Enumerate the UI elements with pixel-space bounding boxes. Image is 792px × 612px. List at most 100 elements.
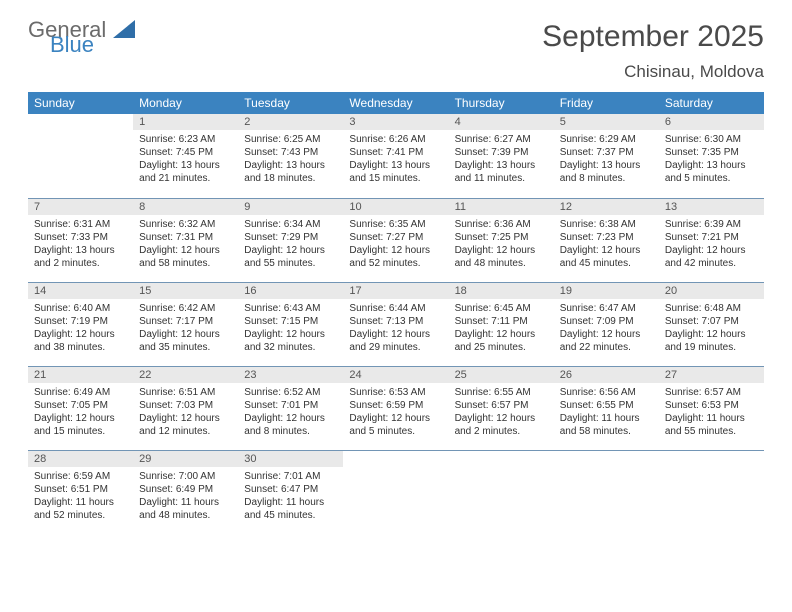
- day-detail-line: Sunset: 6:53 PM: [665, 399, 758, 412]
- day-detail-line: Sunrise: 6:48 AM: [665, 302, 758, 315]
- day-detail-line: Daylight: 11 hours: [139, 496, 232, 509]
- day-detail-line: Sunset: 7:31 PM: [139, 231, 232, 244]
- day-detail-line: Daylight: 11 hours: [665, 412, 758, 425]
- day-number: 14: [28, 283, 133, 299]
- logo-text-blue: Blue: [50, 35, 135, 56]
- day-detail-line: and 35 minutes.: [139, 341, 232, 354]
- day-detail-line: Sunset: 7:39 PM: [455, 146, 548, 159]
- day-detail-line: Daylight: 13 hours: [349, 159, 442, 172]
- day-details: Sunrise: 6:38 AMSunset: 7:23 PMDaylight:…: [554, 215, 659, 274]
- day-details: Sunrise: 6:25 AMSunset: 7:43 PMDaylight:…: [238, 130, 343, 189]
- day-detail-line: Sunset: 6:47 PM: [244, 483, 337, 496]
- day-detail-line: Sunrise: 7:01 AM: [244, 470, 337, 483]
- day-detail-line: and 52 minutes.: [34, 509, 127, 522]
- day-details: Sunrise: 6:35 AMSunset: 7:27 PMDaylight:…: [343, 215, 448, 274]
- day-detail-line: Sunrise: 6:44 AM: [349, 302, 442, 315]
- day-detail-line: Sunrise: 6:26 AM: [349, 133, 442, 146]
- calendar-week-row: 14Sunrise: 6:40 AMSunset: 7:19 PMDayligh…: [28, 282, 764, 366]
- calendar-day-cell: 17Sunrise: 6:44 AMSunset: 7:13 PMDayligh…: [343, 282, 448, 366]
- day-details: Sunrise: 6:36 AMSunset: 7:25 PMDaylight:…: [449, 215, 554, 274]
- day-detail-line: Daylight: 12 hours: [139, 412, 232, 425]
- day-detail-line: and 38 minutes.: [34, 341, 127, 354]
- day-number: 17: [343, 283, 448, 299]
- day-detail-line: and 45 minutes.: [244, 509, 337, 522]
- calendar-day-cell: 15Sunrise: 6:42 AMSunset: 7:17 PMDayligh…: [133, 282, 238, 366]
- day-number: 3: [343, 114, 448, 130]
- day-detail-line: Sunrise: 6:40 AM: [34, 302, 127, 315]
- day-detail-line: Sunset: 7:21 PM: [665, 231, 758, 244]
- calendar-day-cell: 9Sunrise: 6:34 AMSunset: 7:29 PMDaylight…: [238, 198, 343, 282]
- day-number: 30: [238, 451, 343, 467]
- calendar-day-cell: 23Sunrise: 6:52 AMSunset: 7:01 PMDayligh…: [238, 366, 343, 450]
- day-details: Sunrise: 6:40 AMSunset: 7:19 PMDaylight:…: [28, 299, 133, 358]
- day-detail-line: Daylight: 13 hours: [244, 159, 337, 172]
- day-details: Sunrise: 6:31 AMSunset: 7:33 PMDaylight:…: [28, 215, 133, 274]
- day-detail-line: and 8 minutes.: [244, 425, 337, 438]
- location-subtitle: Chisinau, Moldova: [542, 62, 764, 82]
- day-detail-line: Sunset: 7:11 PM: [455, 315, 548, 328]
- day-detail-line: Sunset: 7:45 PM: [139, 146, 232, 159]
- day-number: 4: [449, 114, 554, 130]
- weekday-header: Wednesday: [343, 92, 448, 114]
- day-detail-line: Sunrise: 6:36 AM: [455, 218, 548, 231]
- calendar-day-cell: 10Sunrise: 6:35 AMSunset: 7:27 PMDayligh…: [343, 198, 448, 282]
- day-detail-line: Sunset: 6:51 PM: [34, 483, 127, 496]
- calendar-week-row: 7Sunrise: 6:31 AMSunset: 7:33 PMDaylight…: [28, 198, 764, 282]
- day-detail-line: Daylight: 12 hours: [139, 328, 232, 341]
- day-detail-line: Sunrise: 6:47 AM: [560, 302, 653, 315]
- calendar-day-cell: 30 Sunrise: 7:01 AMSunset: 6:47 PMDayligh…: [238, 450, 343, 534]
- calendar-day-cell: 7Sunrise: 6:31 AMSunset: 7:33 PMDaylight…: [28, 198, 133, 282]
- calendar-day-cell: [28, 114, 133, 198]
- day-details: Sunrise: 6:30 AMSunset: 7:35 PMDaylight:…: [659, 130, 764, 189]
- day-detail-line: Sunrise: 6:56 AM: [560, 386, 653, 399]
- day-details: Sunrise: 6:23 AMSunset: 7:45 PMDaylight:…: [133, 130, 238, 189]
- day-detail-line: Sunset: 7:43 PM: [244, 146, 337, 159]
- day-detail-line: Sunrise: 6:51 AM: [139, 386, 232, 399]
- day-detail-line: Daylight: 12 hours: [665, 328, 758, 341]
- day-detail-line: Daylight: 13 hours: [560, 159, 653, 172]
- day-detail-line: and 8 minutes.: [560, 172, 653, 185]
- day-detail-line: Daylight: 11 hours: [560, 412, 653, 425]
- day-detail-line: and 5 minutes.: [349, 425, 442, 438]
- day-detail-line: Daylight: 12 hours: [349, 328, 442, 341]
- weekday-header: Thursday: [449, 92, 554, 114]
- day-detail-line: and 25 minutes.: [455, 341, 548, 354]
- day-detail-line: and 12 minutes.: [139, 425, 232, 438]
- calendar-day-cell: 6Sunrise: 6:30 AMSunset: 7:35 PMDaylight…: [659, 114, 764, 198]
- calendar-day-cell: 27Sunrise: 6:57 AMSunset: 6:53 PMDayligh…: [659, 366, 764, 450]
- day-detail-line: Daylight: 11 hours: [244, 496, 337, 509]
- day-number: 8: [133, 199, 238, 215]
- day-detail-line: and 29 minutes.: [349, 341, 442, 354]
- day-number: 16: [238, 283, 343, 299]
- day-detail-line: Daylight: 13 hours: [665, 159, 758, 172]
- day-detail-line: and 45 minutes.: [560, 257, 653, 270]
- day-number: 18: [449, 283, 554, 299]
- day-number: 23: [238, 367, 343, 383]
- calendar-table: SundayMondayTuesdayWednesdayThursdayFrid…: [28, 92, 764, 534]
- day-detail-line: Sunrise: 6:38 AM: [560, 218, 653, 231]
- header: General Blue September 2025 Chisinau, Mo…: [28, 20, 764, 82]
- day-details: Sunrise: 6:48 AMSunset: 7:07 PMDaylight:…: [659, 299, 764, 358]
- day-details: Sunrise: 6:47 AMSunset: 7:09 PMDaylight:…: [554, 299, 659, 358]
- logo: General Blue: [28, 20, 135, 56]
- day-number: 5: [554, 114, 659, 130]
- calendar-day-cell: 13Sunrise: 6:39 AMSunset: 7:21 PMDayligh…: [659, 198, 764, 282]
- calendar-day-cell: 2Sunrise: 6:25 AMSunset: 7:43 PMDaylight…: [238, 114, 343, 198]
- day-details: Sunrise: 6:44 AMSunset: 7:13 PMDaylight:…: [343, 299, 448, 358]
- day-detail-line: Sunrise: 6:31 AM: [34, 218, 127, 231]
- day-number: 7: [28, 199, 133, 215]
- day-number: 20: [659, 283, 764, 299]
- calendar-week-row: 28Sunrise: 6:59 AMSunset: 6:51 PMDayligh…: [28, 450, 764, 534]
- title-block: September 2025 Chisinau, Moldova: [542, 20, 764, 82]
- day-detail-line: and 21 minutes.: [139, 172, 232, 185]
- day-detail-line: Sunrise: 6:27 AM: [455, 133, 548, 146]
- day-detail-line: Sunset: 7:07 PM: [665, 315, 758, 328]
- day-detail-line: Sunset: 6:55 PM: [560, 399, 653, 412]
- day-detail-line: Sunrise: 6:23 AM: [139, 133, 232, 146]
- day-detail-line: Sunrise: 6:45 AM: [455, 302, 548, 315]
- day-detail-line: Sunset: 7:29 PM: [244, 231, 337, 244]
- day-detail-line: and 18 minutes.: [244, 172, 337, 185]
- day-detail-line: and 42 minutes.: [665, 257, 758, 270]
- weekday-header: Friday: [554, 92, 659, 114]
- day-detail-line: Sunset: 7:01 PM: [244, 399, 337, 412]
